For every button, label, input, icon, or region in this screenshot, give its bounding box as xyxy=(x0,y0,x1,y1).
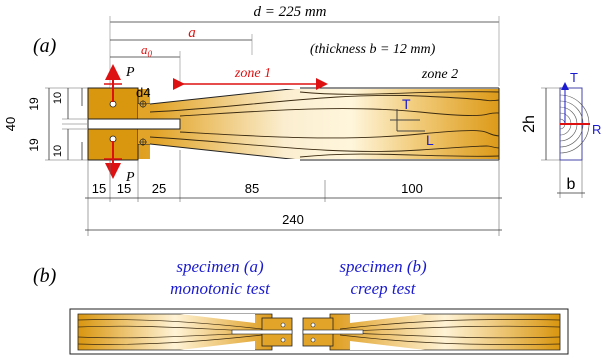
dimension-a-label: a xyxy=(188,25,196,41)
hole-label: d4 xyxy=(136,85,150,100)
load-label-top: P xyxy=(125,65,135,80)
specimen-a: d4 P P zone 1 zone 2 T L xyxy=(45,64,510,185)
caption-b-line2: creep test xyxy=(351,279,417,298)
cross-section: 2h T R b xyxy=(521,70,601,198)
bottom-dim-3: 25 xyxy=(152,181,166,196)
thickness-note: (thickness b = 12 mm) xyxy=(310,42,436,57)
specimen-pair xyxy=(69,308,569,355)
section-width-label: b xyxy=(567,176,576,193)
caption-b-line1: specimen (b) xyxy=(339,257,427,276)
section-T-label: T xyxy=(570,70,578,85)
dimension-d: d = 225 mm xyxy=(109,4,500,110)
bottom-dim-5: 100 xyxy=(401,181,423,196)
zone1-label: zone 1 xyxy=(234,66,271,81)
dimension-a: a xyxy=(110,25,253,55)
left-dim-upper: 19 xyxy=(27,97,41,111)
left-dim-lower-arm: 10 xyxy=(52,145,64,157)
caption-a-line1: specimen (a) xyxy=(176,257,264,276)
left-dim-lower: 19 xyxy=(27,138,41,152)
axis-L-label: L xyxy=(426,132,434,148)
panel-b-label: (b) xyxy=(33,265,57,287)
hole-marker-top xyxy=(139,100,147,108)
section-R-label: R xyxy=(592,122,601,137)
bottom-dim-2: 15 xyxy=(117,181,131,196)
left-dim-upper-arm: 10 xyxy=(52,92,64,104)
dimension-a0-label: a0 xyxy=(141,42,153,59)
total-length: 240 xyxy=(282,212,304,227)
dimension-d-label: d = 225 mm xyxy=(253,4,326,20)
bottom-dim-4: 85 xyxy=(245,181,259,196)
axis-T-label: T xyxy=(402,96,411,112)
left-dim-total: 40 xyxy=(3,117,18,131)
bottom-dim-1: 15 xyxy=(92,181,106,196)
panel-a-label: (a) xyxy=(33,35,57,57)
caption-a-line2: monotonic test xyxy=(170,279,271,298)
zone2-label: zone 2 xyxy=(421,67,458,82)
hole-marker-bottom xyxy=(139,138,147,146)
section-height-label: 2h xyxy=(521,115,538,133)
load-label-bottom: P xyxy=(125,170,135,185)
bottom-dimensions: 15 15 25 85 100 240 xyxy=(85,150,502,236)
